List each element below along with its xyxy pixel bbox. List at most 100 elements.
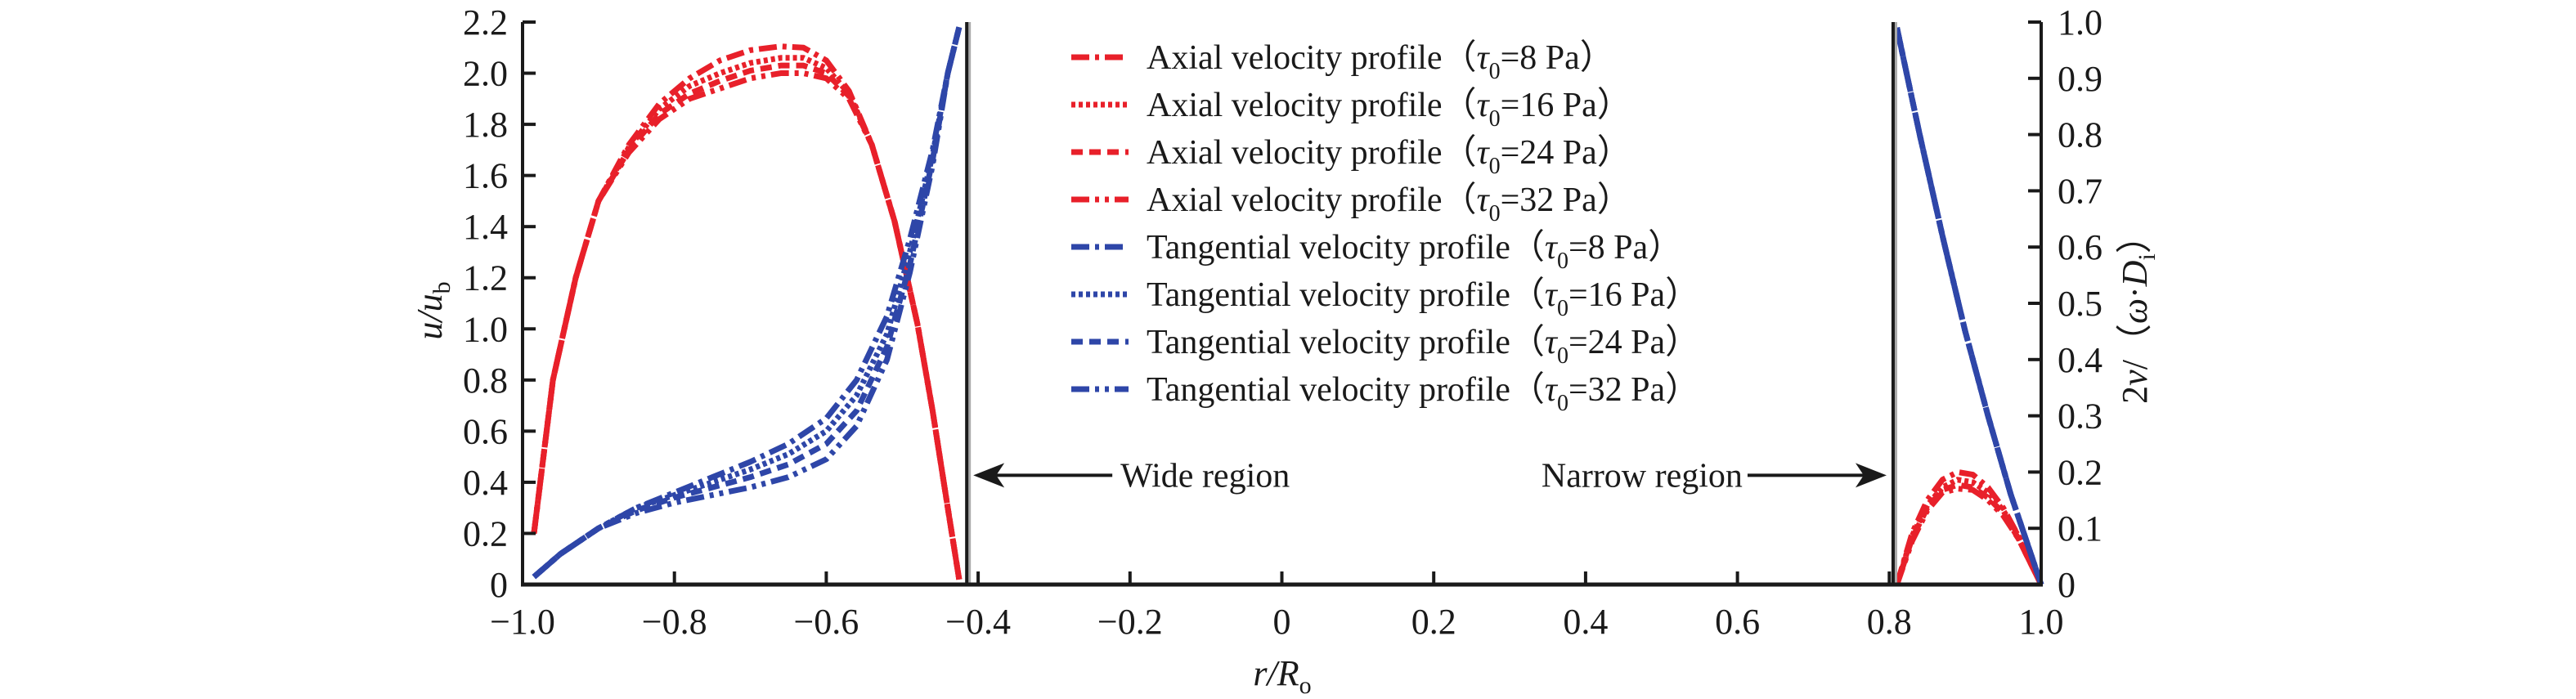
- legend-label-main: Axial velocity profile（: [1147, 181, 1477, 219]
- y-left-tick-label: 0.6: [463, 411, 508, 451]
- series-7-wide-line: [532, 26, 963, 580]
- legend-item: Tangential velocity profile（τ0=32 Pa）: [1071, 371, 1699, 416]
- legend-label-tail: =16 Pa）: [1568, 276, 1699, 314]
- legend-label-sub: 0: [1489, 59, 1501, 84]
- x-tick-label: −0.6: [793, 602, 859, 642]
- legend-label-tau: τ: [1477, 87, 1491, 124]
- y-left-tick-label: 2.0: [463, 54, 508, 94]
- legend-label-tail: =16 Pa）: [1501, 87, 1631, 124]
- legend-item: Tangential velocity profile（τ0=16 Pa）: [1071, 276, 1699, 321]
- legend-label: Axial velocity profile（τ0=16 Pa）: [1147, 87, 1631, 132]
- x-tick-label: 0.2: [1411, 602, 1456, 642]
- legend-item: Axial velocity profile（τ0=32 Pa）: [1071, 181, 1631, 226]
- y-right-tick-label: 0.6: [2058, 227, 2103, 267]
- legend-label-tail: =24 Pa）: [1568, 324, 1699, 361]
- plot-lines: [531, 26, 2044, 586]
- legend-label: Tangential velocity profile（τ0=16 Pa）: [1147, 276, 1699, 321]
- legend-label-tail: =8 Pa）: [1568, 229, 1682, 267]
- x-tick-label: −0.2: [1097, 602, 1163, 642]
- y-right-tick-label: 0.3: [2058, 397, 2103, 437]
- y-right-tick-label: 0.7: [2058, 171, 2103, 211]
- annotations: Wide region Narrow region: [973, 457, 1887, 495]
- wide-region-label: Wide region: [1120, 457, 1290, 495]
- legend-label-tail: =24 Pa）: [1501, 134, 1631, 172]
- series-5-narrow-line: [1894, 27, 2044, 586]
- legend-label-main: Tangential velocity profile（: [1147, 371, 1545, 409]
- y-right-tick-label: 0.8: [2058, 115, 2103, 155]
- y-axis-right-title: 2v/（ω·Di）: [2115, 217, 2161, 404]
- legend-label-tau: τ: [1545, 229, 1559, 267]
- y-right-tick-label: 0.4: [2058, 340, 2103, 380]
- y-right-tick-label: 1.0: [2058, 2, 2103, 43]
- legend-label: Axial velocity profile（τ0=32 Pa）: [1147, 181, 1631, 226]
- x-tick-label: 1.0: [2019, 602, 2064, 642]
- y-left-tick-label: 1.6: [463, 156, 508, 196]
- legend-item: Axial velocity profile（τ0=16 Pa）: [1071, 87, 1631, 132]
- legend-label-main: Tangential velocity profile（: [1147, 276, 1545, 314]
- legend-item: Tangential velocity profile（τ0=8 Pa）: [1071, 229, 1682, 274]
- wide-region-arrow-head-icon: [973, 463, 1005, 488]
- legend-label-tail: =32 Pa）: [1568, 371, 1699, 409]
- legend-label: Axial velocity profile（τ0=8 Pa）: [1147, 39, 1614, 84]
- series-6-narrow-line: [1894, 27, 2044, 586]
- x-tick-label: 0.8: [1867, 602, 1912, 642]
- legend-label-tau: τ: [1477, 181, 1491, 219]
- legend-label-sub: 0: [1557, 343, 1568, 369]
- x-tick-label: −0.4: [945, 602, 1011, 642]
- y-axis-left-title: u/ub: [410, 281, 456, 339]
- y-left-tick-label: 0.8: [463, 361, 508, 401]
- series-4-narrow-line: [1894, 27, 2044, 586]
- legend-label-main: Axial velocity profile（: [1147, 87, 1477, 124]
- legend-label: Tangential velocity profile（τ0=32 Pa）: [1147, 371, 1699, 416]
- legend-label-main: Tangential velocity profile（: [1147, 229, 1545, 267]
- legend-label-tail: =32 Pa）: [1501, 181, 1631, 219]
- y-left-tick-label: 1.0: [463, 309, 508, 349]
- y-left-tick-label: 0.2: [463, 513, 508, 553]
- legend-label: Axial velocity profile（τ0=24 Pa）: [1147, 134, 1631, 179]
- legend-label: Tangential velocity profile（τ0=24 Pa）: [1147, 324, 1699, 369]
- series-3-narrow-line: [1894, 486, 2044, 586]
- series-3-wide-line: [531, 70, 963, 580]
- legend-item: Axial velocity profile（τ0=8 Pa）: [1071, 39, 1614, 84]
- narrow-region-label: Narrow region: [1542, 457, 1743, 495]
- y-left-tick-label: 1.8: [463, 105, 508, 145]
- y-left-tick-label: 1.2: [463, 258, 508, 298]
- legend-label: Tangential velocity profile（τ0=8 Pa）: [1147, 229, 1682, 274]
- legend-label-tail: =8 Pa）: [1501, 39, 1614, 77]
- legend-label-sub: 0: [1557, 391, 1568, 416]
- y-right-tick-label: 0.1: [2058, 509, 2103, 549]
- y-right-tick-label: 0.9: [2058, 59, 2103, 99]
- legend-item: Axial velocity profile（τ0=24 Pa）: [1071, 134, 1631, 179]
- legend-label-main: Axial velocity profile（: [1147, 134, 1477, 172]
- x-tick-label: −0.8: [642, 602, 707, 642]
- legend-item: Tangential velocity profile（τ0=24 Pa）: [1071, 324, 1699, 369]
- legend-label-sub: 0: [1489, 154, 1501, 179]
- y-right-tick-label: 0.5: [2058, 284, 2103, 324]
- series-5-wide-line: [532, 26, 963, 580]
- legend-label-tau: τ: [1545, 371, 1559, 409]
- legend-label-main: Tangential velocity profile（: [1147, 324, 1545, 361]
- x-tick-label: 0: [1273, 602, 1291, 642]
- legend-label-tau: τ: [1545, 324, 1559, 361]
- y-left-tick-label: 0.4: [463, 463, 508, 503]
- y-left-tick-label: 2.2: [463, 2, 508, 43]
- legend-label-tau: τ: [1545, 276, 1559, 314]
- series-4-wide-line: [532, 26, 963, 580]
- x-tick-label: 0.4: [1563, 602, 1608, 642]
- legend-label-sub: 0: [1489, 106, 1501, 132]
- series-7-narrow-line: [1894, 27, 2044, 586]
- axes: 0 0.2 0.4 0.6 0.8 1.0 1.2 1.4 1.6 1.8 2.0 2.2 0 0.1 0.…: [463, 2, 2103, 642]
- x-tick-label: −1.0: [490, 602, 555, 642]
- legend-label-sub: 0: [1557, 249, 1568, 274]
- y-left-tick-label: 1.4: [463, 207, 508, 247]
- legend-label-sub: 0: [1489, 201, 1501, 226]
- legend-label-sub: 0: [1557, 296, 1568, 321]
- y-right-tick-label: 0: [2058, 565, 2076, 605]
- y-right-tick-label: 0.2: [2058, 452, 2103, 492]
- legend-label-tau: τ: [1477, 39, 1491, 77]
- x-axis-title: r/Ro: [1253, 653, 1311, 699]
- y-left-tick-label: 0: [490, 565, 508, 605]
- series-2-narrow-line: [1894, 482, 2044, 586]
- legend-label-tau: τ: [1477, 134, 1491, 172]
